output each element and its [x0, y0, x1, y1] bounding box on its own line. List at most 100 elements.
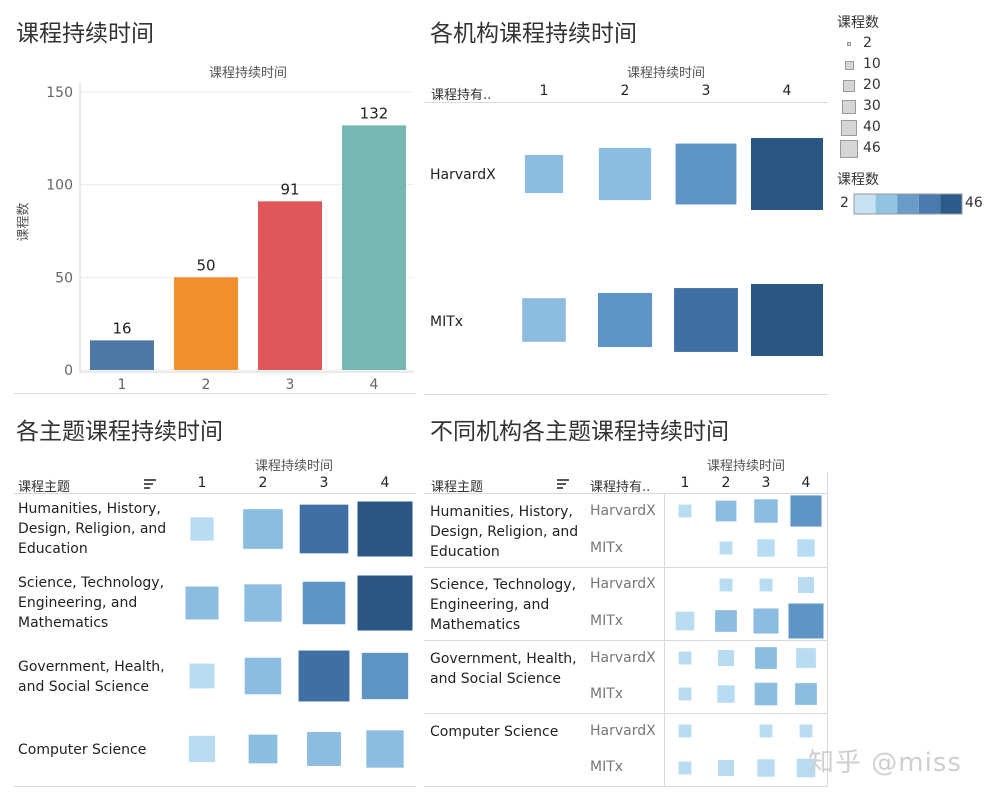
size-legend-label: 46 [863, 140, 881, 156]
size-legend-title: 课程数 [837, 15, 879, 31]
heat-square [678, 724, 692, 738]
panel4-org-mitx: MITx [590, 540, 624, 556]
panel2-duration-header: 课程持有.. [431, 88, 492, 103]
panel2-col-2: 2 [620, 83, 630, 99]
panel4-col-2: 2 [721, 475, 731, 491]
heat-square [797, 539, 815, 557]
heat-square [357, 501, 413, 557]
heat-square [755, 647, 777, 669]
size-legend-label: 30 [863, 98, 881, 114]
y-tick-label: 0 [64, 363, 73, 379]
heat-square [759, 724, 773, 738]
panel4-divider [424, 786, 828, 787]
heat-square [678, 651, 692, 665]
heat-square [185, 586, 219, 620]
panel4-duration-header: 课程持有.. [590, 480, 651, 495]
heat-square [795, 683, 817, 705]
data-label: 16 [112, 319, 131, 337]
size-legend-label: 20 [863, 77, 881, 93]
panel3-row-stem: Science, Technology, Engineering, and Ma… [18, 575, 165, 631]
color-legend-border [853, 193, 963, 215]
bar-chart: 16 50 91 132 150 100 50 0 1 2 3 4 [46, 82, 414, 393]
panel2-header-line [424, 102, 828, 103]
size-legend-swatch [841, 120, 857, 136]
panel2-col-1: 1 [539, 83, 549, 99]
size-legend-swatch [844, 60, 854, 70]
size-legend-swatch [847, 42, 851, 46]
heat-square [719, 578, 733, 592]
panel2-squares [522, 138, 823, 356]
color-legend-min: 2 [840, 195, 849, 211]
x-tick-label: 2 [202, 377, 211, 393]
panel4-title: 不同机构各主题课程持续时间 [430, 419, 729, 445]
heat-square [361, 652, 409, 700]
heat-square [796, 648, 816, 668]
panel3-col-3: 3 [319, 475, 329, 491]
x-tick-label: 3 [286, 377, 295, 393]
heat-square [243, 509, 283, 549]
heat-square [753, 608, 779, 634]
heat-square [357, 575, 413, 631]
heat-square [307, 732, 341, 766]
watermark: 知乎 @miss [808, 748, 962, 778]
y-tick-label: 150 [46, 85, 73, 101]
color-legend-step [918, 194, 941, 214]
panel3-squares [185, 501, 413, 768]
panel4-org-harvardx: HarvardX [590, 650, 656, 666]
heat-square [715, 500, 737, 522]
heat-square [302, 581, 346, 625]
heat-square [799, 724, 813, 738]
size-legend-label: 2 [863, 35, 872, 51]
color-legend-step [897, 194, 919, 214]
panel3-x-axis-title: 课程持续时间 [254, 459, 334, 474]
y-tick-label: 50 [55, 270, 73, 286]
panel4-org-mitx: MITx [590, 613, 624, 629]
panel3-divider [14, 786, 416, 787]
panel2-row-harvardx: HarvardX [430, 167, 496, 183]
panel2-x-axis-title: 课程持续时间 [626, 66, 706, 81]
color-legend-step [875, 194, 898, 214]
bar [174, 277, 238, 370]
sort-icon[interactable] [557, 479, 569, 489]
panel2-row-mitx: MITx [430, 314, 464, 330]
x-tick-label: 1 [118, 377, 127, 393]
panel3-header-line [14, 493, 416, 494]
size-legend-swatch [843, 80, 855, 92]
bar [90, 340, 154, 370]
panel4-topic-humanities: Humanities, History, Design, Religion, a… [430, 504, 579, 560]
panel2-col-4: 4 [782, 83, 792, 99]
heat-square [298, 650, 350, 702]
panel4-row-divider [424, 713, 828, 714]
heat-square [717, 649, 735, 667]
panel1-x-axis-title: 课程持续时间 [208, 66, 288, 81]
panel4-topic-cs: Computer Science [430, 724, 559, 740]
x-tick-label: 4 [370, 377, 379, 393]
panel4-org-mitx: MITx [590, 759, 624, 775]
panel3-col-2: 2 [258, 475, 268, 491]
data-label: 132 [360, 104, 389, 122]
data-label: 91 [280, 180, 299, 198]
panel3-title: 各主题课程持续时间 [16, 419, 223, 445]
heat-square [188, 735, 216, 763]
panel3-row-humanities: Humanities, History, Design, Religion, a… [18, 501, 167, 557]
panel4-topic-header: 课程主题 [431, 480, 484, 495]
size-legend-label: 10 [863, 56, 881, 72]
heat-square [751, 138, 823, 210]
heat-square [757, 759, 775, 777]
heat-square [717, 685, 735, 703]
color-legend-step [940, 194, 962, 214]
panel4-org-mitx: MITx [590, 686, 624, 702]
bar [258, 201, 322, 370]
heat-square [675, 611, 695, 631]
sort-icon[interactable] [144, 479, 156, 489]
heat-square [796, 758, 816, 778]
color-legend-ramp [853, 193, 963, 215]
heat-square [754, 682, 778, 706]
heat-square [189, 663, 215, 689]
panel4-col-1: 1 [680, 475, 690, 491]
heat-square [244, 584, 282, 622]
panel4-topic-stem: Science, Technology, Engineering, and Ma… [430, 577, 577, 633]
panel4-org-harvardx: HarvardX [590, 503, 656, 519]
panel3-row-government: Government, Health, and Social Science [18, 659, 165, 695]
panel3-col-4: 4 [380, 475, 390, 491]
